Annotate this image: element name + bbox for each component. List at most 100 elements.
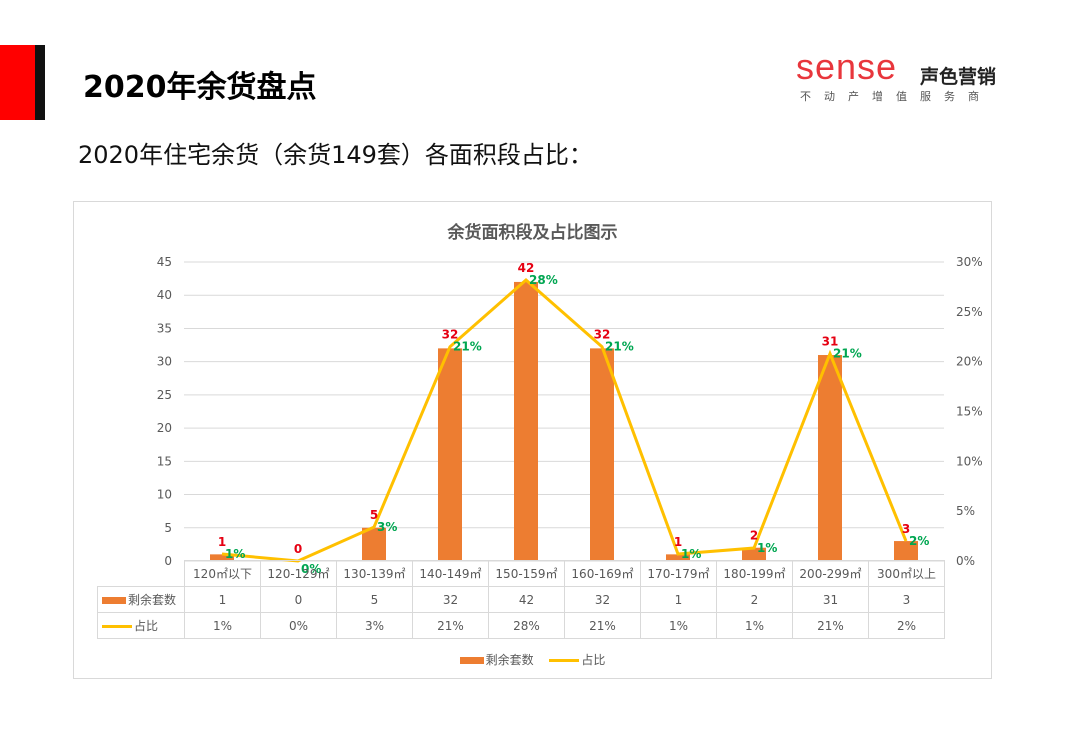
table-row-shares: 占比 1% 0% 3% 21% 28% 21% 1% 1% 21% 2% [97, 612, 945, 639]
share-data-label: 1% [225, 547, 245, 561]
row-label-text: 剩余套数 [128, 593, 177, 607]
y2-axis-tick: 30% [956, 255, 983, 269]
share-cell: 2% [868, 612, 945, 639]
chart-title: 余货面积段及占比图示 [447, 223, 618, 243]
accent-bar-black [35, 45, 45, 120]
count-cell: 1 [640, 586, 717, 613]
category-header: 140-149㎡ [412, 560, 489, 587]
count-cell: 31 [792, 586, 869, 613]
share-data-label: 2% [909, 534, 929, 548]
row-label-shares: 占比 [97, 612, 185, 639]
y2-axis-tick: 20% [956, 355, 983, 369]
count-data-label: 42 [518, 261, 535, 275]
share-data-label: 21% [453, 340, 482, 354]
legend-item-share[interactable]: 占比 [549, 651, 605, 668]
bar[interactable] [666, 554, 690, 561]
share-line[interactable] [221, 277, 908, 563]
share-cell: 21% [792, 612, 869, 639]
share-cell: 3% [336, 612, 413, 639]
category-header: 180-199㎡ [716, 560, 793, 587]
share-data-label: 21% [605, 340, 634, 354]
accent-bar-red [0, 45, 35, 120]
category-header: 160-169㎡ [564, 560, 641, 587]
legend-item-counts[interactable]: 剩余套数 [459, 651, 534, 668]
y-axis-tick: 5 [164, 521, 172, 535]
count-data-label: 0 [294, 542, 302, 556]
category-header: 150-159㎡ [488, 560, 565, 587]
bar[interactable] [742, 547, 766, 561]
chart-legend: 剩余套数 占比 [74, 651, 991, 668]
share-data-label: 1% [757, 541, 777, 555]
count-cell: 32 [412, 586, 489, 613]
brand-logo: sense 声色营销 不动产增值服务商 [796, 46, 1011, 104]
y-axis-tick: 20 [157, 421, 172, 435]
count-cell: 5 [336, 586, 413, 613]
count-cell: 1 [184, 586, 261, 613]
y2-axis-tick: 10% [956, 454, 983, 468]
category-header: 300㎡以上 [868, 560, 945, 587]
bar[interactable] [590, 348, 614, 561]
count-cell: 0 [260, 586, 337, 613]
y-axis-tick: 30 [157, 355, 172, 369]
line-key-icon [102, 625, 132, 628]
line-key-icon [549, 659, 580, 662]
y2-axis-tick: 15% [956, 405, 983, 419]
count-data-label: 31 [822, 335, 839, 349]
share-data-label: 28% [529, 273, 558, 287]
table-header-row: 120㎡以下 120-129㎡ 130-139㎡ 140-149㎡ 150-159㎡ 16… [97, 560, 945, 587]
bar-key-icon [459, 657, 484, 664]
logo-tagline: 不动产增值服务商 [800, 90, 992, 103]
bar[interactable] [818, 355, 842, 561]
count-cell: 32 [564, 586, 641, 613]
y2-axis-tick: 0% [956, 554, 975, 568]
count-data-label: 2 [750, 529, 758, 543]
count-data-label: 32 [442, 328, 459, 342]
row-label-text: 占比 [134, 619, 159, 633]
category-header: 130-139㎡ [336, 560, 413, 587]
share-cell: 1% [716, 612, 793, 639]
legend-label: 占比 [581, 653, 606, 667]
count-cell: 3 [868, 586, 945, 613]
logo-wordmark: sense [796, 46, 898, 87]
count-cell: 2 [716, 586, 793, 613]
share-cell: 21% [564, 612, 641, 639]
bar[interactable] [514, 281, 538, 561]
count-data-label: 5 [370, 508, 378, 522]
y-axis-tick: 45 [157, 255, 172, 269]
bar[interactable] [362, 527, 386, 561]
legend-label: 剩余套数 [485, 653, 534, 667]
share-cell: 21% [412, 612, 489, 639]
share-cell: 28% [488, 612, 565, 639]
y-axis-tick: 35 [157, 321, 172, 335]
share-cell: 1% [184, 612, 261, 639]
y-axis-tick: 40 [157, 288, 172, 302]
section-subtitle: 2020年住宅余货（余货149套）各面积段占比： [78, 141, 593, 169]
table-corner [97, 560, 185, 587]
share-data-label: 21% [833, 347, 862, 361]
share-cell: 1% [640, 612, 717, 639]
y-axis-tick: 10 [157, 488, 172, 502]
count-data-label: 1 [674, 535, 682, 549]
row-label-counts: 剩余套数 [97, 586, 185, 613]
y2-axis-tick: 25% [956, 305, 983, 319]
page-title: 2020年余货盘点 [83, 70, 317, 105]
bar[interactable] [210, 554, 234, 561]
bar-key-icon [102, 597, 126, 604]
data-table: 120㎡以下 120-129㎡ 130-139㎡ 140-149㎡ 150-159㎡ 16… [97, 560, 945, 639]
category-header: 200-299㎡ [792, 560, 869, 587]
count-cell: 42 [488, 586, 565, 613]
category-header: 120-129㎡ [260, 560, 337, 587]
logo-brand-cn: 声色营销 [920, 66, 997, 88]
category-header: 120㎡以下 [184, 560, 261, 587]
y-axis-tick: 25 [157, 388, 172, 402]
count-data-label: 32 [594, 328, 611, 342]
chart-container: 余货面积段及占比图示 0 5 10 15 20 25 30 35 40 45 0% 5% 10% 15% 2… [73, 201, 992, 679]
category-header: 170-179㎡ [640, 560, 717, 587]
bar[interactable] [894, 541, 918, 561]
bar[interactable] [438, 348, 462, 561]
share-data-label: 3% [377, 520, 397, 534]
count-data-label: 3 [902, 522, 910, 536]
share-cell: 0% [260, 612, 337, 639]
combo-chart-plot: 0510152025303540450%5%10%15%20%25%30%11%… [157, 255, 983, 576]
y2-axis-tick: 5% [956, 504, 975, 518]
